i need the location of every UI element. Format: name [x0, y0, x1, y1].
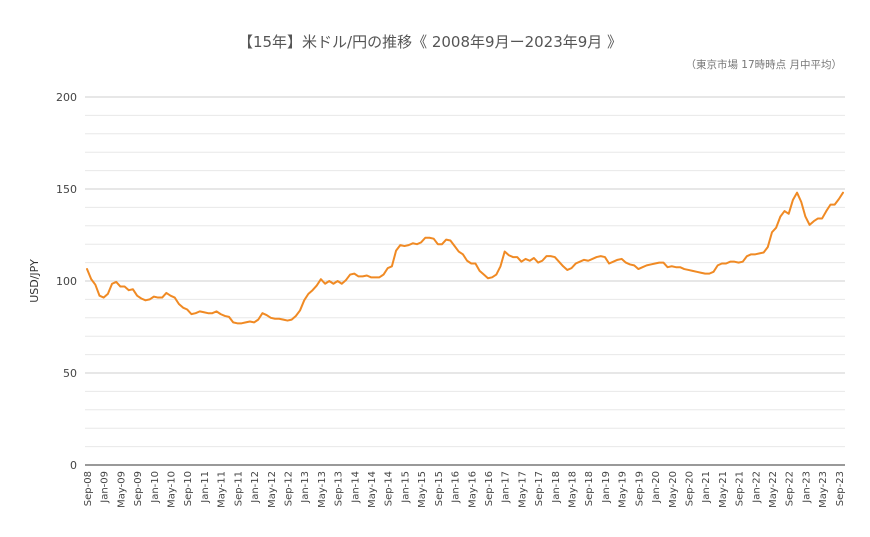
x-tick-label: Jan-11 [200, 471, 211, 504]
x-tick-label: Sep-20 [684, 471, 695, 506]
x-tick-label: Sep-22 [785, 471, 796, 506]
x-tick-label: May-11 [217, 471, 228, 508]
x-tick-label: Jan-20 [651, 471, 662, 504]
x-tick-label: Jan-19 [601, 471, 612, 504]
x-tick-label: Sep-23 [835, 471, 846, 506]
x-tick-label: May-18 [568, 471, 579, 508]
x-tick-label: Jan-12 [250, 471, 261, 504]
x-tick-label: May-20 [668, 471, 679, 508]
y-axis-label: USD/JPY [28, 259, 41, 303]
x-tick-label: May-13 [317, 471, 328, 508]
x-tick-label: May-19 [618, 471, 629, 508]
y-tick-label: 150 [56, 183, 77, 196]
y-tick-label: 200 [56, 91, 77, 104]
x-tick-label: Sep-13 [334, 471, 345, 506]
x-tick-label: Sep-12 [283, 471, 294, 506]
usd-jpy-series-line [86, 191, 844, 325]
x-tick-label: May-10 [167, 471, 178, 508]
chart-title: 【15年】米ドル/円の推移《 2008年9月ー2023年9月 》 [238, 33, 622, 51]
x-tick-label: Jan-18 [551, 471, 562, 504]
y-tick-label: 100 [56, 275, 77, 288]
x-tick-label: Sep-08 [83, 471, 94, 506]
x-tick-label: Sep-11 [233, 471, 244, 506]
x-tick-label: May-23 [818, 471, 829, 508]
x-tick-label: Sep-17 [534, 471, 545, 506]
x-tick-label: Jan-16 [451, 471, 462, 504]
x-tick-label: May-15 [417, 471, 428, 508]
x-tick-label: Jan-15 [400, 471, 411, 504]
x-tick-label: Sep-19 [634, 471, 645, 506]
x-tick-label: Sep-21 [735, 471, 746, 506]
x-tick-label: Jan-23 [801, 471, 812, 504]
x-tick-label: May-17 [517, 471, 528, 508]
x-tick-label: Sep-18 [584, 471, 595, 506]
x-tick-label: May-14 [367, 471, 378, 508]
x-tick-label: May-22 [768, 471, 779, 508]
x-tick-label: Jan-14 [350, 471, 361, 504]
x-tick-label: Sep-15 [434, 471, 445, 506]
x-tick-label: May-21 [718, 471, 729, 508]
chart-subtitle: （東京市場 17時時点 月中平均） [685, 58, 842, 71]
x-tick-label: May-12 [267, 471, 278, 508]
x-tick-label: Jan-22 [751, 471, 762, 504]
x-tick-label: May-09 [116, 471, 127, 508]
x-tick-label: Sep-16 [484, 471, 495, 506]
x-tick-label: Jan-09 [100, 471, 111, 504]
x-tick-label: Jan-13 [300, 471, 311, 504]
y-tick-label: 50 [63, 367, 77, 380]
y-tick-label: 0 [70, 459, 77, 472]
gridlines [85, 96, 845, 466]
x-tick-label: Jan-21 [701, 471, 712, 504]
x-tick-label: Jan-10 [150, 471, 161, 504]
x-tick-label: Jan-17 [501, 471, 512, 504]
x-tick-label: Sep-14 [384, 471, 395, 506]
y-axis-ticks: 0 50 100 150 200 [56, 91, 77, 472]
x-tick-label: Sep-09 [133, 471, 144, 506]
x-tick-label: Sep-10 [183, 471, 194, 506]
x-tick-label: May-16 [467, 471, 478, 508]
x-axis-ticks: Sep-08 Jan-09 May-09 Sep-09 Jan-10 May-10 Sep-… [83, 471, 846, 508]
